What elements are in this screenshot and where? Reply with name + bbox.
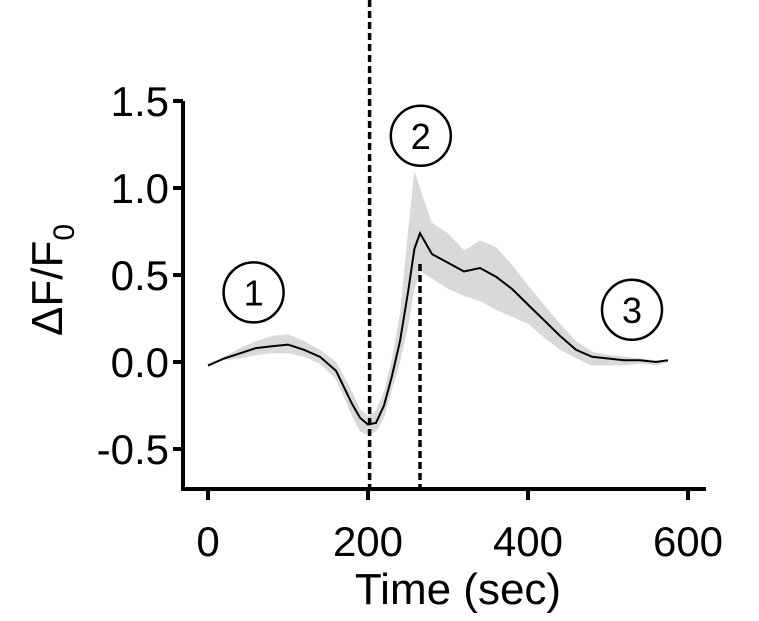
marker-label-3: 3 [622,290,642,331]
x-axis-title: Time (sec) [355,565,561,614]
x-tick-label: 0 [196,518,219,565]
marker-circle-2 [389,104,453,168]
y-tick-label: 1.5 [111,78,169,125]
mean-line [207,230,669,426]
y-tick-label: 0.5 [111,252,169,299]
marker-circle-3 [600,278,664,342]
x-tick-label: 600 [653,518,723,565]
marker-label-1: 1 [244,272,264,313]
x-tick-label: 200 [333,518,403,565]
y-tick-label: -0.5 [97,426,169,473]
x-tick-label: 400 [493,518,563,565]
y-tick-label: 0.0 [111,339,169,386]
marker-label-2: 2 [411,116,431,157]
y-axis-title-subscript: 0 [48,224,81,241]
marker-circle-1 [222,261,285,324]
y-tick-label: 1.0 [111,165,169,212]
y-axis-title: ΔF/F0 [23,224,81,336]
